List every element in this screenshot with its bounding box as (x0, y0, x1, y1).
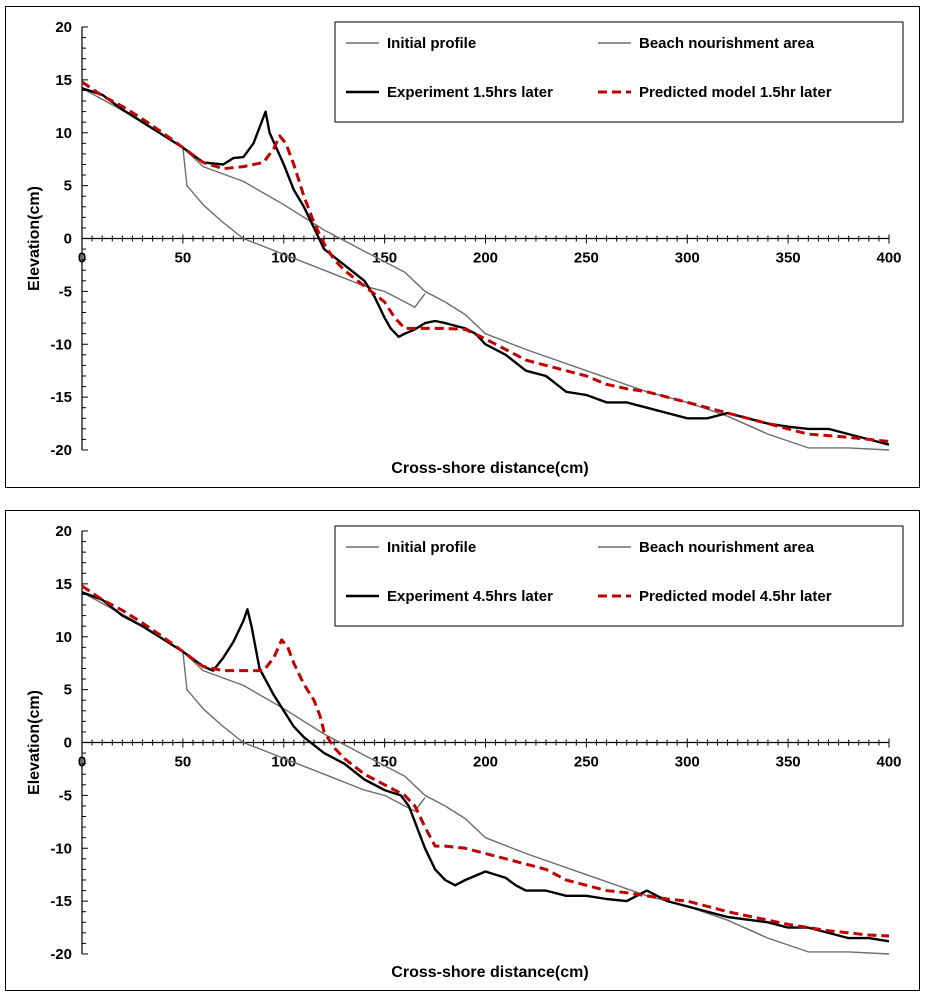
series-line-2 (182, 651, 426, 812)
x-tick-label: 400 (876, 754, 901, 771)
y-axis-title: Elevation(cm) (26, 186, 43, 291)
x-tick-label: 150 (372, 250, 397, 267)
legend-label: Predicted model 1.5hr later (639, 84, 832, 101)
series-line-4 (81, 584, 890, 938)
y-tick-label: -5 (59, 283, 72, 300)
y-tick-label: -15 (50, 893, 72, 910)
series-line-3 (81, 87, 890, 446)
series-line-2 (182, 147, 426, 308)
x-tick-label: 150 (372, 754, 397, 771)
legend-label: Initial profile (387, 35, 476, 52)
x-tick-label: 50 (175, 754, 192, 771)
x-tick-label: 250 (574, 250, 599, 267)
x-tick-label: 350 (776, 754, 801, 771)
y-tick-label: 20 (55, 523, 72, 540)
y-tick-label: -10 (50, 840, 72, 857)
legend-label: Beach nourishment area (639, 35, 815, 52)
x-tick-label: 200 (473, 754, 498, 771)
y-tick-label: -20 (50, 946, 72, 963)
series-line-1 (81, 87, 890, 451)
series-line-1 (81, 591, 890, 955)
chart-panel-2: 20 15 10 5 0 -5 -10 -15 -20 0 50 100 150 200 250 300 350… (5, 510, 920, 991)
x-tick-label: 350 (776, 250, 801, 267)
x-tick-label: 300 (675, 250, 700, 267)
y-tick-label: 15 (55, 72, 72, 89)
y-tick-label: -20 (50, 442, 72, 459)
legend-box (334, 525, 904, 627)
legend-label: Initial profile (387, 539, 476, 556)
legend-label: Experiment 1.5hrs later (387, 84, 553, 101)
legend-label: Beach nourishment area (639, 539, 815, 556)
y-tick-label: 20 (55, 19, 72, 36)
y-axis-title: Elevation(cm) (26, 690, 43, 795)
legend-box (334, 21, 904, 123)
y-tick-label: 5 (64, 682, 72, 699)
x-tick-label: 300 (675, 754, 700, 771)
y-tick-label: 0 (64, 735, 72, 752)
x-tick-label: 200 (473, 250, 498, 267)
y-tick-label: 0 (64, 231, 72, 248)
x-axis-title: Cross-shore distance(cm) (391, 964, 588, 981)
chart-panel-1: 20 15 10 5 0 -5 -10 -15 -20 0 50 100 150 200 250 300 350… (5, 6, 920, 488)
x-tick-label: 0 (78, 250, 86, 267)
y-tick-label: 10 (55, 125, 72, 142)
legend-label: Predicted model 4.5hr later (639, 588, 832, 605)
x-tick-label: 50 (175, 250, 192, 267)
x-tick-label: 100 (271, 754, 296, 771)
x-tick-label: 250 (574, 754, 599, 771)
x-tick-label: 100 (271, 250, 296, 267)
y-tick-label: -5 (59, 787, 72, 804)
y-tick-label: -10 (50, 336, 72, 353)
legend-label: Experiment 4.5hrs later (387, 588, 553, 605)
x-axis-title: Cross-shore distance(cm) (391, 460, 588, 477)
x-tick-label: 0 (78, 754, 86, 771)
y-tick-label: -15 (50, 389, 72, 406)
series-line-4 (81, 80, 890, 443)
series-line-3 (81, 591, 890, 943)
y-tick-label: 5 (64, 178, 72, 195)
y-tick-label: 15 (55, 576, 72, 593)
y-tick-label: 10 (55, 629, 72, 646)
x-tick-label: 400 (876, 250, 901, 267)
